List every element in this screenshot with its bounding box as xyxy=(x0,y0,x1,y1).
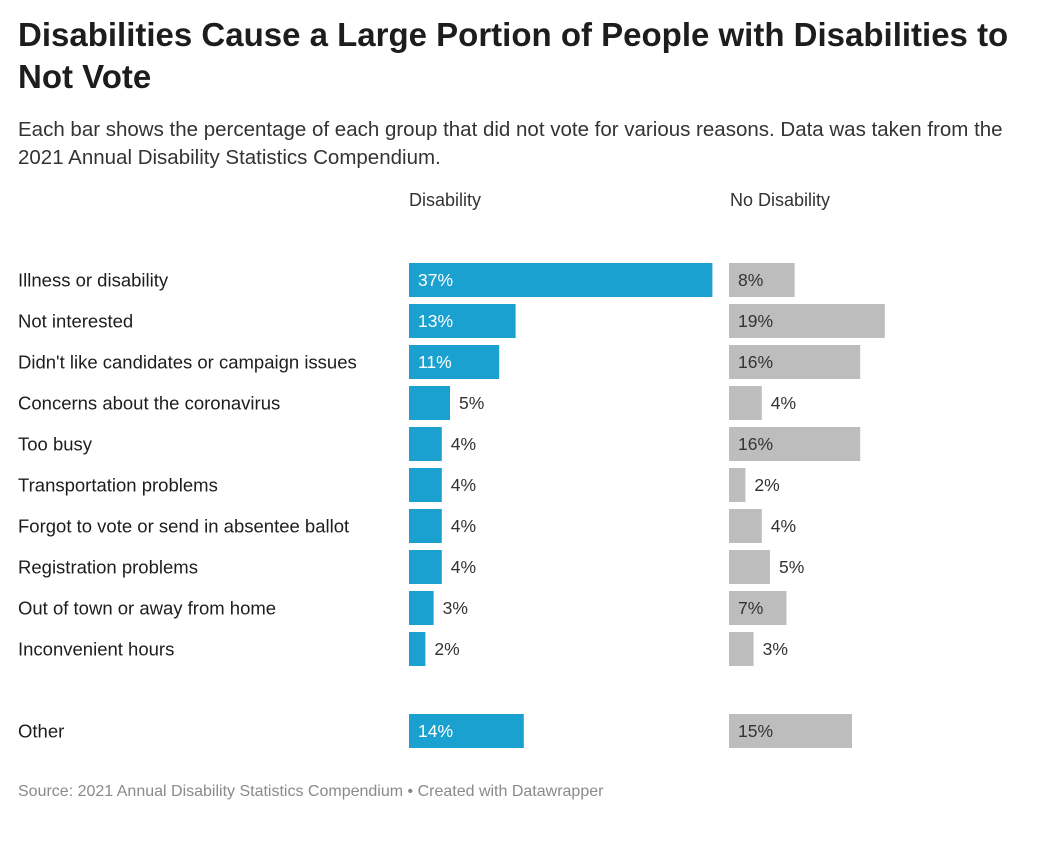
value-label-no-disability-concerns-about-the-coronavirus: 4% xyxy=(771,393,796,413)
value-label-no-disability-registration-problems: 5% xyxy=(779,557,804,577)
value-label-disability-too-busy: 4% xyxy=(451,434,476,454)
bar-disability-transportation-problems xyxy=(409,468,442,502)
value-label-disability-other: 14% xyxy=(418,721,453,741)
value-label-disability-concerns-about-the-coronavirus: 5% xyxy=(459,393,484,413)
value-label-disability-didn-t-like-candidates-or-campaign-issues: 11% xyxy=(418,352,452,372)
bar-no-disability-registration-problems xyxy=(729,550,770,584)
category-label-forgot-to-vote-or-send-in-absentee-ballot: Forgot to vote or send in absentee ballo… xyxy=(18,516,349,537)
bar-disability-registration-problems xyxy=(409,550,442,584)
category-label-out-of-town-or-away-from-home: Out of town or away from home xyxy=(18,598,276,619)
bar-disability-out-of-town-or-away-from-home xyxy=(409,591,434,625)
bar-disability-forgot-to-vote-or-send-in-absentee-ballot xyxy=(409,509,442,543)
value-label-no-disability-other: 15% xyxy=(738,721,773,741)
bar-disability-other xyxy=(409,714,524,748)
category-label-not-interested: Not interested xyxy=(18,311,133,332)
series-header-no-disability: No Disability xyxy=(730,190,831,210)
bar-no-disability-transportation-problems xyxy=(729,468,746,502)
bar-disability-too-busy xyxy=(409,427,442,461)
value-label-disability-registration-problems: 4% xyxy=(451,557,476,577)
value-label-no-disability-illness-or-disability: 8% xyxy=(738,270,763,290)
value-label-no-disability-out-of-town-or-away-from-home: 7% xyxy=(738,598,763,618)
value-label-no-disability-forgot-to-vote-or-send-in-absentee-ballot: 4% xyxy=(771,516,796,536)
bar-disability-inconvenient-hours xyxy=(409,632,426,666)
value-label-disability-transportation-problems: 4% xyxy=(451,475,476,495)
bar-no-disability-inconvenient-hours xyxy=(729,632,754,666)
bar-no-disability-not-interested xyxy=(729,304,885,338)
bar-disability-didn-t-like-candidates-or-campaign-issues xyxy=(409,345,500,379)
value-label-disability-forgot-to-vote-or-send-in-absentee-ballot: 4% xyxy=(451,516,476,536)
bar-disability-illness-or-disability xyxy=(409,263,713,297)
category-label-other: Other xyxy=(18,721,64,742)
chart-title: Disabilities Cause a Large Portion of Pe… xyxy=(18,16,1009,95)
value-label-no-disability-inconvenient-hours: 3% xyxy=(763,639,788,659)
source-note: Source: 2021 Annual Disability Statistic… xyxy=(18,783,604,800)
bar-no-disability-other xyxy=(729,714,852,748)
value-label-disability-illness-or-disability: 37% xyxy=(418,270,453,290)
value-label-no-disability-too-busy: 16% xyxy=(738,434,773,454)
category-label-inconvenient-hours: Inconvenient hours xyxy=(18,639,174,660)
value-label-no-disability-didn-t-like-candidates-or-campaign-issues: 16% xyxy=(738,352,773,372)
category-label-concerns-about-the-coronavirus: Concerns about the coronavirus xyxy=(18,393,280,414)
series-header-disability: Disability xyxy=(409,190,482,210)
bar-no-disability-forgot-to-vote-or-send-in-absentee-ballot xyxy=(729,509,762,543)
bar-no-disability-didn-t-like-candidates-or-campaign-issues xyxy=(729,345,861,379)
bar-no-disability-too-busy xyxy=(729,427,861,461)
value-label-no-disability-transportation-problems: 2% xyxy=(754,475,779,495)
value-label-no-disability-not-interested: 19% xyxy=(738,311,773,331)
bar-chart: Illness or disability 37% 8% Not interested… xyxy=(18,263,885,748)
category-label-registration-problems: Registration problems xyxy=(18,557,198,578)
value-label-disability-inconvenient-hours: 2% xyxy=(434,639,459,659)
chart-subtitle: Each bar shows the percentage of each gr… xyxy=(18,118,1003,169)
value-label-disability-out-of-town-or-away-from-home: 3% xyxy=(443,598,468,618)
bar-disability-not-interested xyxy=(409,304,516,338)
bar-disability-concerns-about-the-coronavirus xyxy=(409,386,450,420)
category-label-didn-t-like-candidates-or-campaign-issues: Didn't like candidates or campaign issue… xyxy=(18,352,357,373)
bar-no-disability-out-of-town-or-away-from-home xyxy=(729,591,787,625)
bar-no-disability-illness-or-disability xyxy=(729,263,795,297)
bar-no-disability-concerns-about-the-coronavirus xyxy=(729,386,762,420)
category-label-transportation-problems: Transportation problems xyxy=(18,475,218,496)
category-label-too-busy: Too busy xyxy=(18,434,93,455)
category-label-illness-or-disability: Illness or disability xyxy=(18,270,169,291)
value-label-disability-not-interested: 13% xyxy=(418,311,453,331)
